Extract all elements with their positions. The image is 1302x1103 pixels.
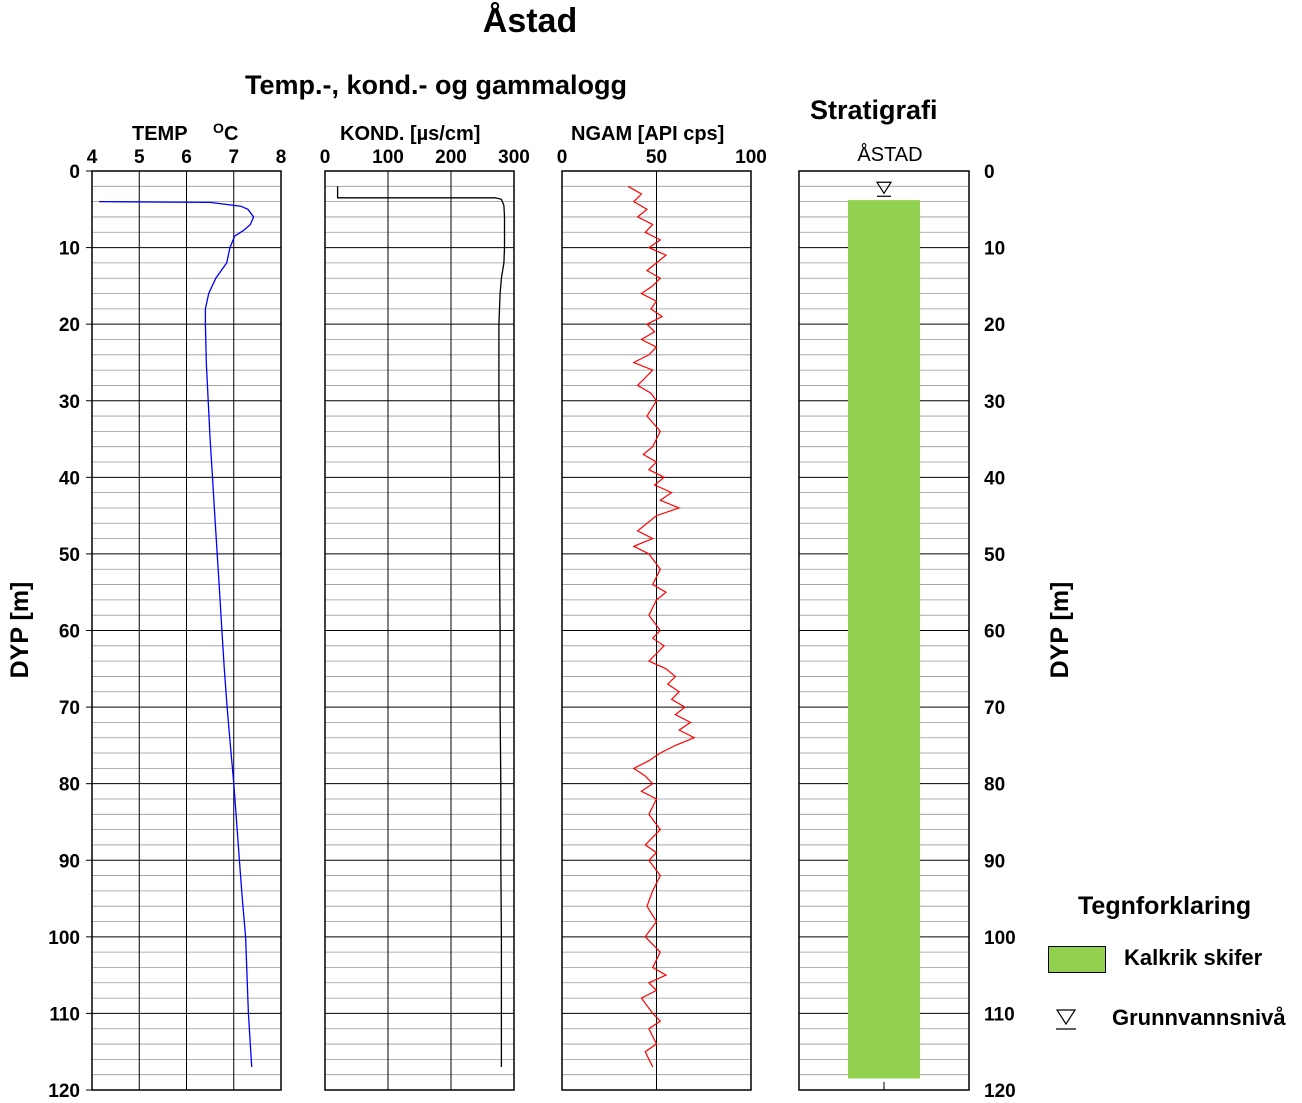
stratigraphy-title: Stratigrafi [810,95,938,125]
groundwater-level-icon [875,181,893,195]
x-tick-label: 4 [87,147,98,168]
y-tick-label-left: 80 [59,775,80,796]
x-tick-label: 5 [134,147,145,168]
chart-title: Åstad [482,2,578,40]
y-tick-label-left: 0 [69,162,80,183]
x-tick-label: 50 [646,147,667,168]
y-tick-label-left: 100 [48,928,80,949]
x-axis-label-temp-degree: O [213,120,224,136]
y-tick-label-right: 50 [984,545,1005,566]
y-tick-label-right: 30 [984,392,1005,413]
kond-series-line [336,186,506,1067]
y-tick-label-left: 50 [59,545,80,566]
strat-layer-kalkrik-skifer [848,200,920,1079]
y-tick-label-left: 120 [48,1081,80,1102]
y-tick-label-right: 10 [984,239,1005,260]
x-axis-label-kond: KOND. [µs/cm] [340,123,480,145]
y-tick-label-left: 60 [59,622,80,643]
y-tick-label-right: 20 [984,315,1005,336]
legend-swatch-kalkrik-skifer [1048,946,1106,973]
legend-label-kalkrik-skifer: Kalkrik skifer [1124,945,1263,970]
y-tick-label-left: 40 [59,468,80,489]
x-tick-label: 300 [498,147,530,168]
y-tick-label-right: 40 [984,468,1005,489]
x-tick-label: 0 [320,147,331,168]
panel-frame [324,170,515,1091]
x-axis-label-astad: ÅSTAD [857,143,922,166]
chart-subtitle: Temp.-, kond.- og gammalogg [245,70,627,100]
ngam-series-line [627,185,696,1068]
y-tick-label-left: 70 [59,698,80,719]
y-tick-label-right: 0 [984,162,995,183]
x-tick-label: 6 [181,147,192,168]
y-tick-label-right: 60 [984,622,1005,643]
y-tick-label-left: 90 [59,851,80,872]
y-tick-label-right: 70 [984,698,1005,719]
panel-frame [561,170,752,1091]
x-axis-label-ngam: NGAM [API cps] [571,123,724,145]
y-tick-label-left: 110 [49,1004,80,1025]
y-axis-label-right: DYP [m] [1046,582,1074,679]
x-tick-label: 100 [372,147,404,168]
x-tick-label: 100 [735,147,767,168]
y-tick-label-right: 110 [984,1004,1015,1025]
x-tick-label: 200 [435,147,467,168]
x-axis-label-temp-unit: C [224,123,238,145]
temp-series-line [99,200,255,1068]
y-tick-label-left: 30 [59,392,80,413]
x-tick-label: 8 [276,147,287,168]
y-tick-label-left: 10 [59,239,80,260]
x-tick-label: 0 [557,147,568,168]
y-tick-label-right: 100 [984,928,1016,949]
groundwater-level-triangle-icon [1055,1009,1077,1026]
y-axis-label-left: DYP [m] [6,582,34,679]
legend-label-grunnvannsniva: Grunnvannsnivå [1112,1005,1286,1030]
x-axis-label-temp: TEMP [132,123,188,145]
x-tick-label: 7 [228,147,239,168]
y-tick-label-right: 90 [984,851,1005,872]
y-tick-label-right: 80 [984,775,1005,796]
y-tick-label-right: 120 [984,1081,1016,1102]
y-tick-label-left: 20 [59,315,80,336]
legend-title: Tegnforklaring [1078,892,1252,920]
